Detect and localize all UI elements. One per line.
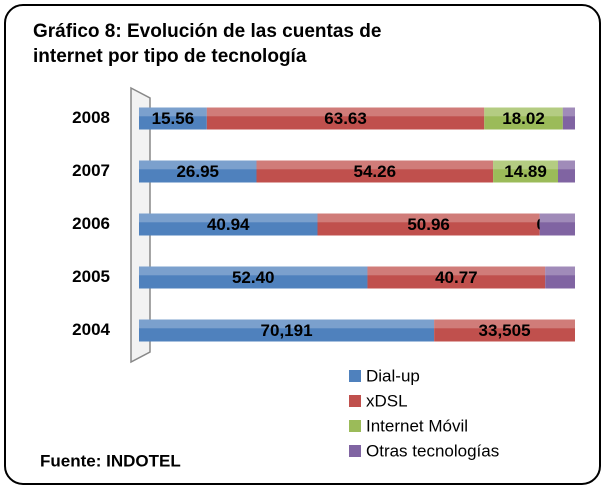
legend-label: Dial-up	[366, 366, 420, 385]
bar-shine	[139, 266, 368, 276]
data-label: 54.26	[354, 162, 397, 181]
bar-segment	[539, 213, 575, 236]
legend-label: xDSL	[366, 391, 408, 410]
bar-segment	[256, 160, 494, 183]
data-label: 40.77	[435, 268, 478, 287]
y-tick-label: 2008	[72, 108, 110, 127]
bar-segment	[367, 266, 546, 289]
bar-shine	[206, 107, 485, 117]
legend-swatch	[349, 445, 361, 457]
bar-shine	[139, 213, 318, 223]
y-tick-label: 2007	[72, 161, 110, 180]
data-label: 63.63	[324, 109, 367, 128]
source: Fuente: INDOTEL	[40, 451, 181, 470]
data-label: 14.89	[504, 162, 547, 181]
data-label: 33,505	[479, 321, 531, 340]
bar-shine	[562, 107, 575, 117]
legend-swatch	[349, 420, 361, 432]
y-tick-label: 2004	[72, 320, 110, 339]
bar-segment	[484, 107, 563, 130]
bar-shine	[367, 266, 546, 276]
legend-label: Internet Móvil	[366, 416, 468, 435]
bar-segment	[139, 107, 207, 130]
bar-shine	[434, 319, 575, 329]
data-label: 40.94	[207, 215, 250, 234]
bar-shine	[139, 107, 207, 117]
chart-title: Gráfico 8: Evolución de las cuentas de	[33, 21, 381, 42]
bar-shine	[484, 107, 563, 117]
bar-shine	[545, 266, 575, 276]
bar-segment	[493, 160, 558, 183]
chart-title: internet por tipo de tecnología	[33, 46, 307, 67]
bar-segment	[317, 213, 540, 236]
data-label: 52.40	[232, 268, 275, 287]
bar-segment	[557, 160, 575, 183]
legend-swatch	[349, 395, 361, 407]
frame	[4, 4, 601, 485]
bar-segment	[206, 107, 485, 130]
bar-segment	[139, 213, 318, 236]
bar-shine	[317, 213, 540, 223]
bar-shine	[256, 160, 494, 170]
bar-shine	[557, 160, 575, 170]
bar-segment	[139, 160, 257, 183]
bar-segment	[545, 266, 575, 289]
bar-shine	[493, 160, 558, 170]
legend-label: Otras tecnologías	[366, 441, 499, 460]
legend-swatch	[349, 370, 361, 382]
bar-segment	[562, 107, 575, 130]
bar-segment	[434, 319, 575, 342]
bar-shine	[139, 160, 257, 170]
bar-segment	[139, 319, 435, 342]
data-label: 15.56	[152, 109, 195, 128]
data-label: 18.02	[502, 109, 545, 128]
data-label: 50.96	[407, 215, 450, 234]
y-tick-label: 2005	[72, 267, 110, 286]
bar-segment	[139, 266, 368, 289]
data-label: 70,191	[261, 321, 313, 340]
bar-shine	[139, 319, 435, 329]
data-label: 26.95	[176, 162, 219, 181]
y-tick-label: 2006	[72, 214, 110, 233]
bar-shine	[539, 213, 575, 223]
